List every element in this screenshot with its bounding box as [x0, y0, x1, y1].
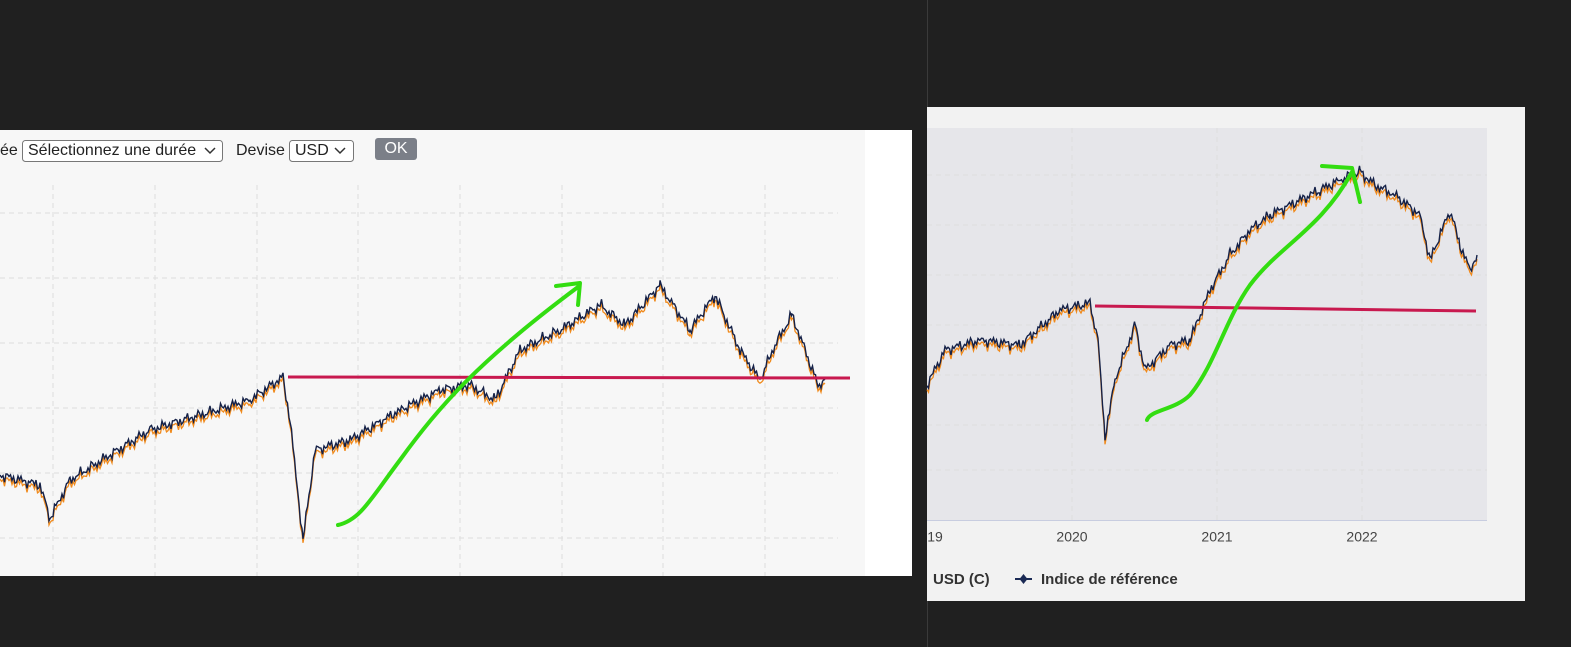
right-plot [927, 128, 1487, 520]
fund-line [0, 284, 826, 543]
period-select[interactable] [22, 140, 223, 162]
x-tick-label: 2020 [1056, 529, 1087, 545]
legend-symbol [1019, 574, 1028, 584]
red-level-line [1094, 304, 1477, 313]
legend-item[interactable]: Indice de référence [1041, 571, 1178, 588]
period-select-text[interactable]: Sélectionnez une durée [28, 142, 196, 159]
x-tick-label: 2022 [1346, 529, 1377, 545]
x-tick-label: 19 [927, 529, 943, 545]
left-plot [0, 130, 865, 576]
currency-select[interactable] [289, 140, 354, 162]
period-label: ée [0, 142, 18, 159]
index-line [926, 165, 1478, 441]
red-level-line [287, 375, 851, 380]
green-arrow [336, 281, 582, 527]
price-lines [0, 164, 1478, 543]
x-tick-label: 2021 [1201, 529, 1232, 545]
chevron [204, 147, 216, 155]
legend-item[interactable]: USD (C) [933, 571, 990, 588]
chevron [334, 147, 346, 155]
index-line [0, 280, 826, 539]
ok-button-text[interactable]: OK [384, 140, 407, 157]
currency-label: Devise [236, 142, 285, 159]
currency-select-text[interactable]: USD [295, 142, 329, 159]
green-arrow [1145, 164, 1362, 422]
ok-button[interactable] [375, 138, 417, 160]
right-grid [927, 128, 1487, 520]
